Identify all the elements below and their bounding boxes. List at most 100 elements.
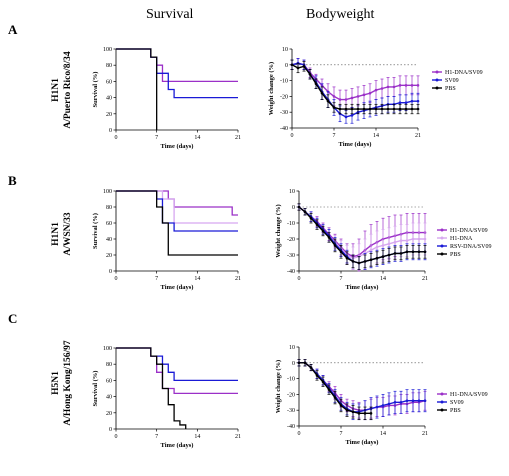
x-tick-label: 14 bbox=[380, 276, 386, 282]
y-tick-label: 0 bbox=[285, 63, 288, 69]
data-point bbox=[393, 240, 397, 244]
survival-curve bbox=[116, 190, 238, 256]
y-tick-label: 60 bbox=[106, 221, 112, 227]
y-tick-label: -30 bbox=[287, 253, 295, 259]
x-tick-label: 14 bbox=[194, 135, 200, 141]
data-point bbox=[411, 237, 415, 241]
data-point bbox=[375, 245, 379, 249]
y-tick-label: 100 bbox=[103, 189, 112, 195]
series-black bbox=[116, 48, 158, 130]
data-point bbox=[368, 107, 372, 111]
x-axis-label: Time (days) bbox=[161, 284, 194, 291]
data-point bbox=[369, 258, 373, 262]
legend-marker bbox=[440, 252, 444, 256]
weight-line bbox=[291, 64, 418, 110]
data-point bbox=[387, 253, 391, 257]
y-tick-label: 10 bbox=[289, 345, 295, 351]
x-tick-label: 0 bbox=[115, 276, 118, 282]
data-point bbox=[410, 99, 414, 103]
x-tick-label: 7 bbox=[155, 135, 158, 141]
bodyweight-column-title: Bodyweight bbox=[306, 7, 375, 22]
y-tick-label: 80 bbox=[106, 205, 112, 211]
data-point bbox=[410, 107, 414, 111]
legend-marker bbox=[440, 392, 444, 396]
data-point bbox=[416, 107, 420, 111]
legend-marker bbox=[435, 70, 439, 74]
y-tick-label: 10 bbox=[289, 189, 295, 195]
data-point bbox=[309, 216, 313, 220]
y-tick-label: -10 bbox=[287, 377, 295, 383]
data-point bbox=[297, 361, 301, 365]
x-tick-label: 0 bbox=[298, 276, 301, 282]
data-point bbox=[321, 229, 325, 233]
data-point bbox=[362, 107, 366, 111]
data-point bbox=[296, 66, 300, 70]
data-point bbox=[333, 244, 337, 247]
data-point bbox=[350, 107, 354, 111]
data-point bbox=[345, 408, 349, 412]
x-tick-label: 0 bbox=[291, 133, 294, 139]
y-tick-label: 10 bbox=[282, 47, 288, 53]
legend-label: PBS bbox=[450, 408, 461, 414]
chart-C-weight: 0 7 14 21 10 0 -10 -20 -30 -40 Time (days) Weight c… bbox=[275, 345, 488, 446]
data-point bbox=[344, 115, 348, 119]
panel-b-subtype: H1N1 bbox=[51, 222, 61, 246]
chart-B-survival: 0 7 14 21 0 20 40 60 80 100 Time (days) Survival (%… bbox=[92, 189, 241, 291]
survival-curve bbox=[116, 190, 238, 216]
weight-line bbox=[291, 62, 418, 101]
data-point bbox=[417, 399, 421, 403]
data-point bbox=[326, 99, 330, 103]
x-tick-label: 21 bbox=[422, 431, 428, 437]
legend-marker bbox=[435, 78, 439, 82]
data-point bbox=[404, 101, 408, 105]
legend-label: H1-DNA/SV09 bbox=[445, 70, 483, 76]
legend-marker bbox=[440, 400, 444, 404]
y-tick-label: 0 bbox=[109, 128, 112, 134]
data-point bbox=[357, 412, 361, 415]
series-blue bbox=[116, 48, 238, 99]
series-pbs bbox=[297, 203, 427, 270]
data-point bbox=[338, 98, 342, 101]
legend-label: H1-DNA/SV09 bbox=[450, 228, 488, 234]
data-point bbox=[416, 99, 420, 103]
data-point bbox=[405, 239, 409, 242]
data-point bbox=[351, 410, 355, 414]
series-purple bbox=[116, 347, 238, 395]
weight-line bbox=[298, 206, 425, 264]
x-tick-label: 0 bbox=[298, 431, 301, 437]
data-point bbox=[339, 404, 343, 407]
x-tick-label: 14 bbox=[380, 431, 386, 437]
legend-marker bbox=[440, 236, 444, 240]
chart-C-survival: 0 7 14 21 0 20 40 60 80 100 Time (days) Survival (%… bbox=[92, 346, 241, 449]
data-point bbox=[387, 242, 391, 246]
panel-c-subtype: H5N1 bbox=[51, 371, 61, 395]
x-axis-label: Time (days) bbox=[346, 439, 379, 446]
data-point bbox=[327, 388, 331, 391]
y-tick-label: -40 bbox=[280, 126, 288, 132]
y-tick-label: 100 bbox=[103, 346, 112, 352]
data-point bbox=[357, 261, 361, 265]
data-point bbox=[399, 239, 403, 242]
y-axis-label: Survival (%) bbox=[92, 371, 99, 407]
data-point bbox=[363, 412, 367, 415]
y-tick-label: 20 bbox=[106, 411, 112, 417]
y-tick-label: -20 bbox=[280, 94, 288, 100]
series-purple bbox=[116, 48, 238, 83]
data-point bbox=[405, 250, 409, 254]
data-point bbox=[374, 88, 378, 92]
series-black bbox=[116, 347, 187, 429]
data-point bbox=[386, 107, 390, 111]
legend-A-weight: H1-DNA/SV09 SV09 PBS bbox=[432, 70, 483, 92]
legend-marker bbox=[440, 408, 444, 412]
y-tick-label: -40 bbox=[287, 269, 295, 275]
x-tick-label: 7 bbox=[155, 434, 158, 440]
data-point bbox=[356, 107, 360, 111]
data-point bbox=[368, 91, 372, 95]
legend-label: SV09 bbox=[450, 400, 464, 406]
panel-a-strain: A/Puerto Rico/8/34 bbox=[63, 51, 73, 129]
data-point bbox=[315, 374, 319, 377]
y-tick-label: 80 bbox=[106, 63, 112, 69]
y-tick-label: -30 bbox=[287, 408, 295, 414]
panel-letter-c: C bbox=[8, 311, 17, 326]
legend-label: PBS bbox=[450, 252, 461, 258]
